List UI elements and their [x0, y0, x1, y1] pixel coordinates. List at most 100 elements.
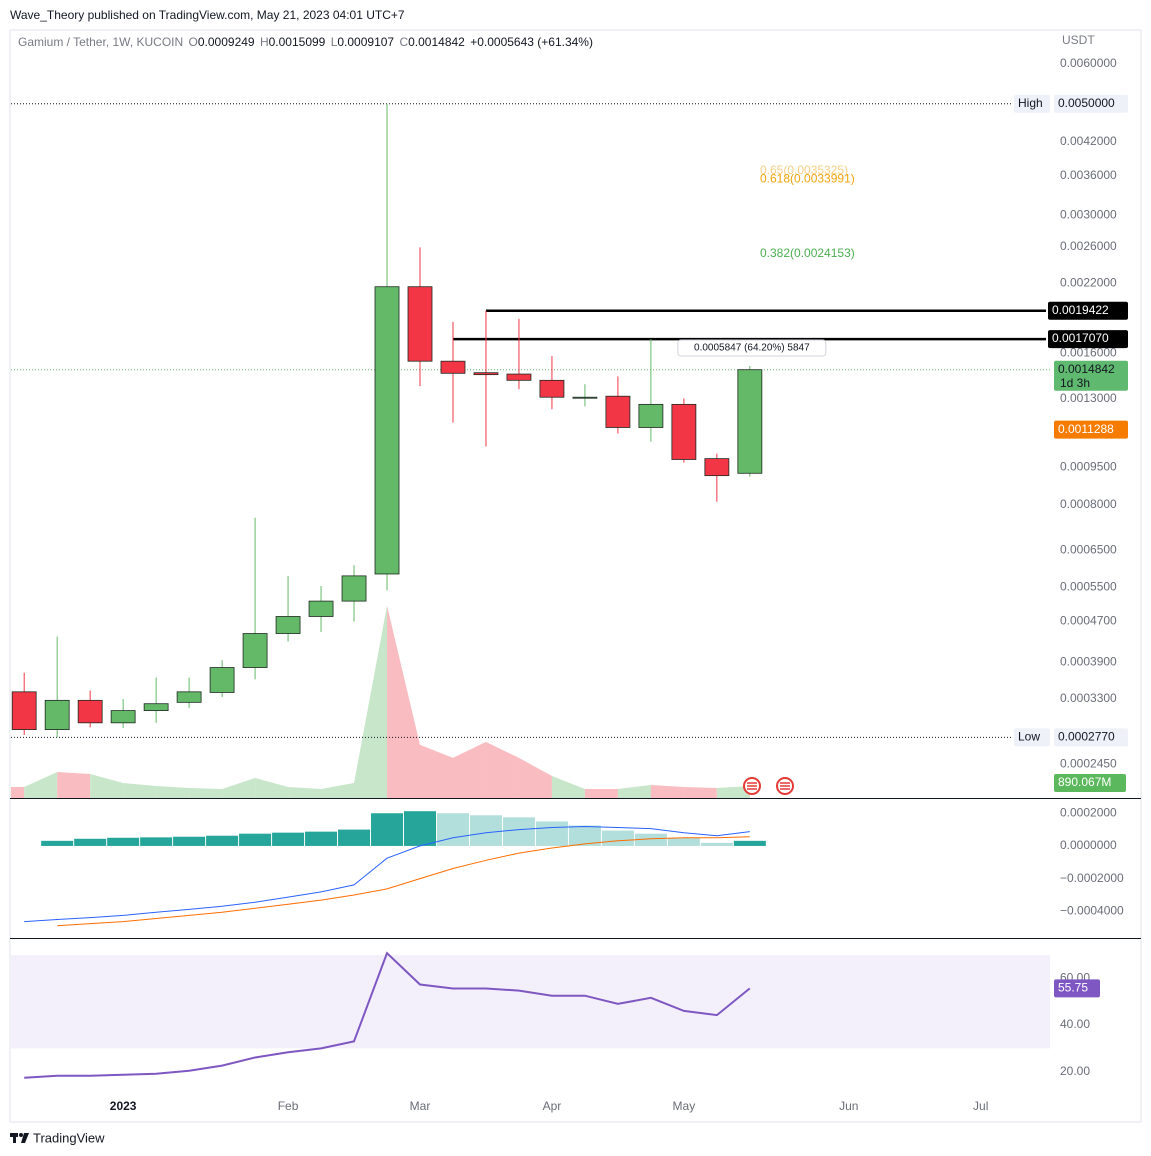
macd-histogram-bar [74, 838, 107, 846]
y-tick-label: 0.0003900 [1060, 655, 1117, 669]
ohlc-label: C [399, 35, 408, 49]
price-line-name-bg [1014, 94, 1050, 113]
chart-frame [9, 29, 1142, 1123]
macd-histogram-bar [107, 837, 140, 846]
candle-body [473, 372, 499, 376]
volume-area [650, 784, 684, 798]
y-tick-label: 0.0006500 [1060, 543, 1117, 557]
x-tick-label: Jun [839, 1099, 858, 1113]
price-line-label: 0.0050000 [1058, 96, 1115, 110]
x-tick-label: 2023 [110, 1099, 137, 1113]
open-value: 0.0009249 [198, 35, 255, 49]
macd-histogram-bar [140, 837, 173, 846]
candle-body [341, 575, 367, 602]
logo: TradingView [10, 1130, 105, 1145]
measure-box [677, 339, 827, 357]
rsi-label-bg [1054, 979, 1100, 998]
y-tick-label: 0.0013000 [1060, 391, 1117, 405]
macd-line [24, 825, 750, 923]
macd-histogram-bar [634, 833, 667, 846]
currency: USDT [1062, 33, 1095, 47]
rsi-band [11, 955, 1050, 1049]
y-tick-label: 0.0060000 [1060, 56, 1117, 70]
macd-histogram-bar [601, 830, 634, 846]
y-tick-label: 0.0022000 [1060, 276, 1117, 290]
price-line-name-bg [1014, 728, 1050, 747]
candle-body [704, 458, 730, 477]
countdown: 1d 3h [1060, 376, 1090, 390]
volume-area [255, 777, 289, 798]
high-value: 0.0015099 [269, 35, 326, 49]
y-tick-label: 40.00 [1060, 1017, 1090, 1031]
macd-histogram-bar [568, 825, 601, 846]
price-line-name: Low [1018, 730, 1040, 744]
candle-body [737, 369, 763, 474]
volume-badge-bg [1054, 773, 1126, 792]
volume-area [11, 786, 25, 798]
price-line-label-bg [1054, 94, 1128, 113]
volume-area [90, 773, 124, 798]
volume-area [222, 777, 256, 798]
rsi-line [24, 951, 751, 1079]
candle-body [539, 379, 565, 398]
event-flag [780, 782, 790, 790]
volume-area [288, 786, 322, 798]
y-tick-label: 20.00 [1060, 1064, 1090, 1078]
x-tick-label: Feb [278, 1099, 299, 1113]
price-line-label: 0.0017070 [1052, 331, 1109, 345]
price-line-label-bg [1048, 301, 1128, 320]
y-tick-label: −0.0002000 [1060, 871, 1124, 885]
candle-body [374, 286, 400, 575]
candle-body [605, 395, 631, 428]
macd-histogram-bar [173, 836, 206, 846]
macd-histogram-bar [733, 840, 766, 846]
candle-body [110, 710, 136, 724]
volume-area [189, 787, 223, 798]
rsi-label: 55.75 [1058, 981, 1088, 995]
measure-label: 0.0005847 (64.20%) 5847 [694, 343, 810, 354]
volume-area [683, 786, 717, 798]
volume-area [156, 785, 190, 798]
x-tick-label: May [673, 1099, 696, 1113]
volume-area [24, 771, 58, 798]
price-line-label-bg [1054, 728, 1128, 747]
candle-body [308, 600, 334, 617]
fib-label: 0.65(0.0035325) [760, 163, 848, 177]
x-tick-label: Apr [543, 1099, 562, 1113]
brand: TradingView [33, 1130, 105, 1145]
fib-label: 0.382(0.0024153) [760, 246, 855, 260]
volume-area [354, 605, 388, 798]
volume-area [617, 784, 651, 798]
volume-area [551, 775, 585, 798]
macd-histogram-bar [667, 837, 700, 846]
candle-body [242, 633, 268, 668]
candle-body [11, 691, 37, 730]
x-tick-label: Mar [410, 1099, 431, 1113]
last-price-bg [1054, 360, 1128, 391]
volume-area [387, 605, 421, 798]
y-tick-label: 0.0002000 [1060, 805, 1117, 819]
y-tick-label: 0.0016000 [1060, 345, 1117, 359]
y-tick-label: 0.0030000 [1060, 208, 1117, 222]
price-line-label: 0.0002770 [1058, 730, 1115, 744]
y-tick-label: 0.0009500 [1060, 460, 1117, 474]
y-tick-label: 0.0026000 [1060, 239, 1117, 253]
y-tick-label: 0.0005500 [1060, 579, 1117, 593]
macd-histogram-bar [41, 840, 74, 846]
y-tick-label: 0.0004700 [1060, 614, 1117, 628]
macd-histogram-bar [502, 817, 535, 846]
y-tick-label: −0.0004000 [1060, 904, 1124, 918]
volume-area [584, 788, 618, 798]
candle-body [176, 691, 202, 703]
price-line-name: High [1018, 96, 1043, 110]
last-price-label: 0.0014842 [1058, 362, 1115, 376]
y-tick-label: 0.0000000 [1060, 838, 1117, 852]
legend: Gamium / Tether, 1W, KUCOIN O0.0009249 H… [18, 35, 593, 49]
y-tick-label: 0.0008000 [1060, 497, 1117, 511]
logo-mark [19, 1133, 23, 1137]
volume-area [321, 782, 355, 798]
macd-histogram-bar [404, 811, 437, 846]
logo-mark [21, 1133, 29, 1143]
y-tick-label: 0.0036000 [1060, 168, 1117, 182]
